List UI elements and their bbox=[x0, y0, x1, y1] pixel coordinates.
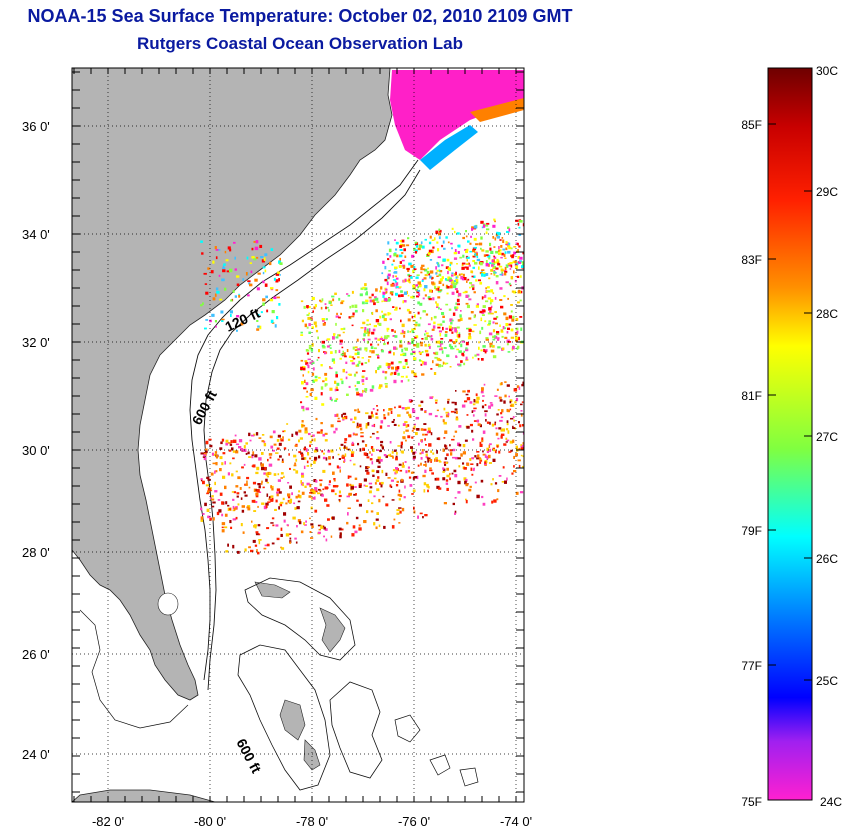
contour-bahamas-b bbox=[237, 644, 331, 791]
contour-florida-keys bbox=[79, 609, 189, 729]
colorbar-label-25C: 25C bbox=[816, 674, 838, 688]
sst-patch-gulfstream-cool bbox=[420, 125, 478, 170]
lon-label-82: -82 0' bbox=[92, 814, 124, 829]
contour-small-islands bbox=[394, 714, 479, 787]
land-bahamas-abaco bbox=[319, 607, 346, 653]
colorbar-label-28C: 28C bbox=[816, 307, 838, 321]
map-title: NOAA-15 Sea Surface Temperature: October… bbox=[27, 6, 573, 26]
contour-120ft bbox=[189, 159, 419, 681]
colorbar-label-30C: 30C bbox=[816, 64, 838, 78]
sst-patch-pamlico bbox=[390, 70, 524, 160]
colorbar-label-75F: 75F bbox=[741, 795, 762, 809]
colorbar-label-81F: 81F bbox=[741, 389, 762, 403]
colorbar-label-83F: 83F bbox=[741, 253, 762, 267]
land-bahamas-eleuthera bbox=[303, 739, 321, 771]
lat-label-32: 32 0' bbox=[22, 335, 50, 350]
colorbar-label-85F: 85F bbox=[741, 118, 762, 132]
lat-label-36: 36 0' bbox=[22, 119, 50, 134]
colorbar-label-26C: 26C bbox=[816, 552, 838, 566]
land-us-coast bbox=[72, 68, 393, 701]
colorbar-label-27C: 27C bbox=[816, 430, 838, 444]
colorbar-label-29C: 29C bbox=[816, 185, 838, 199]
colorbar bbox=[767, 67, 813, 801]
land-cuba bbox=[72, 789, 216, 802]
colorbar-label-24C: 24C bbox=[820, 795, 842, 809]
lat-label-24: 24 0' bbox=[22, 747, 50, 762]
contour-bahamas-a bbox=[244, 577, 356, 661]
sst-patch-gulfstream-edge bbox=[470, 98, 524, 122]
map-subtitle: Rutgers Coastal Ocean Observation Lab bbox=[137, 34, 463, 53]
contour-600ft bbox=[203, 169, 421, 691]
contour-label-600ft-bahamas: 600 ft bbox=[233, 736, 264, 776]
contour-bahamas-c bbox=[329, 681, 383, 779]
colorbar-label-77F: 77F bbox=[741, 659, 762, 673]
lat-label-30: 30 0' bbox=[22, 443, 50, 458]
land-bahamas-grand bbox=[254, 581, 291, 599]
lon-label-76: -76 0' bbox=[398, 814, 430, 829]
lat-label-34: 34 0' bbox=[22, 227, 50, 242]
lon-label-74: -74 0' bbox=[500, 814, 532, 829]
lon-label-80: -80 0' bbox=[194, 814, 226, 829]
colorbar-label-79F: 79F bbox=[741, 524, 762, 538]
lat-label-28: 28 0' bbox=[22, 545, 50, 560]
land-bahamas-andros bbox=[279, 699, 306, 741]
map-frame bbox=[71, 67, 525, 803]
lat-label-26: 26 0' bbox=[22, 647, 50, 662]
contour-label-600ft-shelf: 600 ft bbox=[189, 387, 220, 427]
lon-label-78: -78 0' bbox=[296, 814, 328, 829]
